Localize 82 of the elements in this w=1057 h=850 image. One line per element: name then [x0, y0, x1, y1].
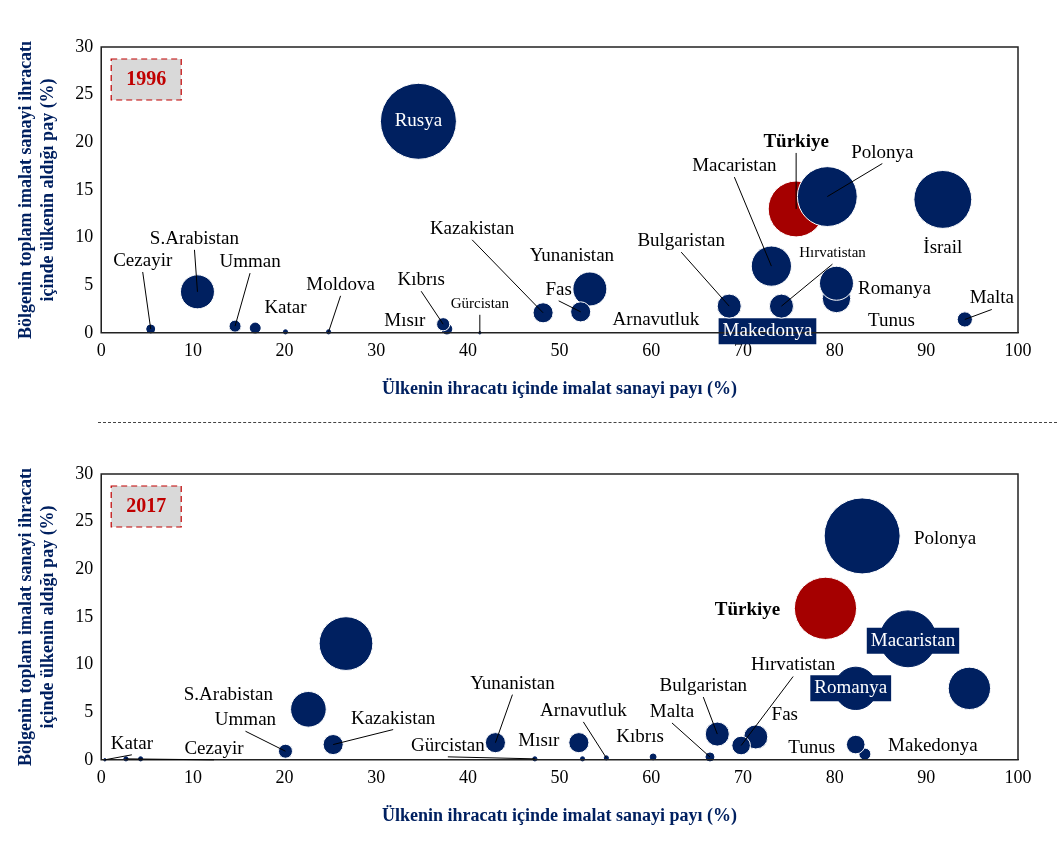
y-tick-label: 30	[75, 462, 94, 483]
text: Macaristan	[692, 154, 778, 176]
x-tick-label: 40	[458, 340, 477, 361]
x-tick-label: 40	[458, 767, 477, 788]
x-tick-label: 100	[1004, 767, 1032, 788]
series-label: S.Arabistan	[183, 683, 274, 705]
y-tick-label: 0	[84, 748, 94, 769]
series-label: Kıbrıs	[397, 268, 445, 290]
x-tick-label: 10	[183, 767, 202, 788]
series-label: Tunus	[788, 735, 836, 757]
series-label: Tunus	[868, 309, 915, 331]
text: Cezayir	[184, 736, 245, 758]
series-label: Mısır	[518, 728, 561, 750]
series-label: Kıbrıs	[616, 724, 664, 746]
series-label: Fas	[545, 277, 572, 299]
x-tick-label: 70	[733, 767, 752, 788]
series-label: Türkiye	[714, 598, 781, 620]
x-tick-label: 20	[275, 767, 294, 788]
series-label: Romanya	[858, 277, 932, 299]
series-label: S.Arabistan	[149, 226, 240, 248]
y-axis-title: Bölgenin toplam imalat sanayi ihracatı içinde ülkenin aldığı pay (%)	[15, 40, 59, 339]
series-label: Polonya	[914, 526, 977, 548]
text: Bulgaristan	[637, 229, 726, 251]
annotation: Makedonya	[722, 319, 813, 341]
text: Gürcistan	[450, 294, 510, 311]
x-tick-label: 90	[917, 767, 936, 788]
y-tick-label: 5	[84, 700, 94, 721]
text: Katar	[264, 295, 308, 317]
text: Hırvatistan	[750, 653, 836, 675]
y-axis-title: Bölgenin toplam imalat sanayi ihracatı içinde ülkenin aldığı pay (%)	[15, 467, 59, 766]
y-tick-label: 25	[75, 510, 94, 531]
y-tick-label: 0	[84, 321, 94, 342]
y-tick-label: 30	[75, 35, 94, 56]
text: Hırvatistan	[799, 244, 867, 261]
x-axis-title: Ülkenin ihracatı içinde imalat sanayi payı (%)	[382, 804, 738, 826]
y-tick-label: 20	[75, 558, 94, 578]
text: Kazakistan	[429, 216, 515, 238]
series-label: İsrail	[923, 236, 963, 258]
x-tick-label: 100	[1004, 340, 1032, 361]
x-axis-title: Ülkenin ihracatı içinde imalat sanayi payı (%)	[382, 377, 738, 399]
series-label: Rusya	[394, 109, 443, 131]
x-tick-label: 50	[550, 340, 569, 361]
x-tick-label: 10	[183, 340, 202, 361]
text: Türkiye	[763, 129, 829, 151]
x-tick-label: 80	[825, 767, 844, 788]
y-tick-label: 20	[75, 131, 94, 151]
text: Arnavutluk	[540, 698, 628, 720]
y-tick-label: 5	[84, 273, 94, 294]
text: Cezayir	[113, 248, 173, 270]
series-label: Polonya	[851, 140, 915, 162]
series-label: Bulgaristan	[659, 674, 748, 696]
x-tick-label: 90	[917, 340, 936, 361]
series-label: Fas	[771, 702, 798, 724]
y-tick-label: 15	[75, 605, 94, 626]
y-tick-label: 15	[75, 178, 94, 199]
text: Yunanistan	[470, 671, 556, 693]
text: Gürcistan	[410, 733, 486, 755]
series-label: Macaristan	[870, 628, 956, 650]
text: Umman	[219, 250, 282, 272]
text: Katar	[110, 731, 154, 753]
y-tick-label: 25	[75, 83, 94, 104]
series-label: Kazakistan	[350, 706, 436, 728]
text: 2017	[126, 494, 167, 517]
x-tick-label: 50	[550, 767, 569, 788]
series-label: Umman	[214, 708, 277, 730]
text: 1996	[126, 67, 167, 90]
series-label: Yunanistan	[529, 243, 615, 265]
x-tick-label: 60	[642, 340, 661, 361]
x-tick-label: 30	[367, 340, 386, 361]
series-label: Malta	[649, 699, 695, 721]
series-label: Malta	[969, 286, 1015, 308]
series-label: Makedonya	[888, 734, 979, 756]
x-tick-label: 20	[275, 340, 294, 361]
series-label: Romanya	[814, 676, 888, 698]
x-tick-label: 60	[642, 767, 661, 788]
text: Moldova	[306, 272, 376, 294]
series-label: Mısır	[384, 308, 427, 330]
x-tick-label: 30	[367, 767, 386, 788]
y-tick-label: 10	[75, 653, 94, 674]
annotation: Arnavutluk	[612, 307, 700, 329]
x-tick-label: 80	[825, 340, 844, 361]
y-tick-label: 10	[75, 226, 94, 247]
